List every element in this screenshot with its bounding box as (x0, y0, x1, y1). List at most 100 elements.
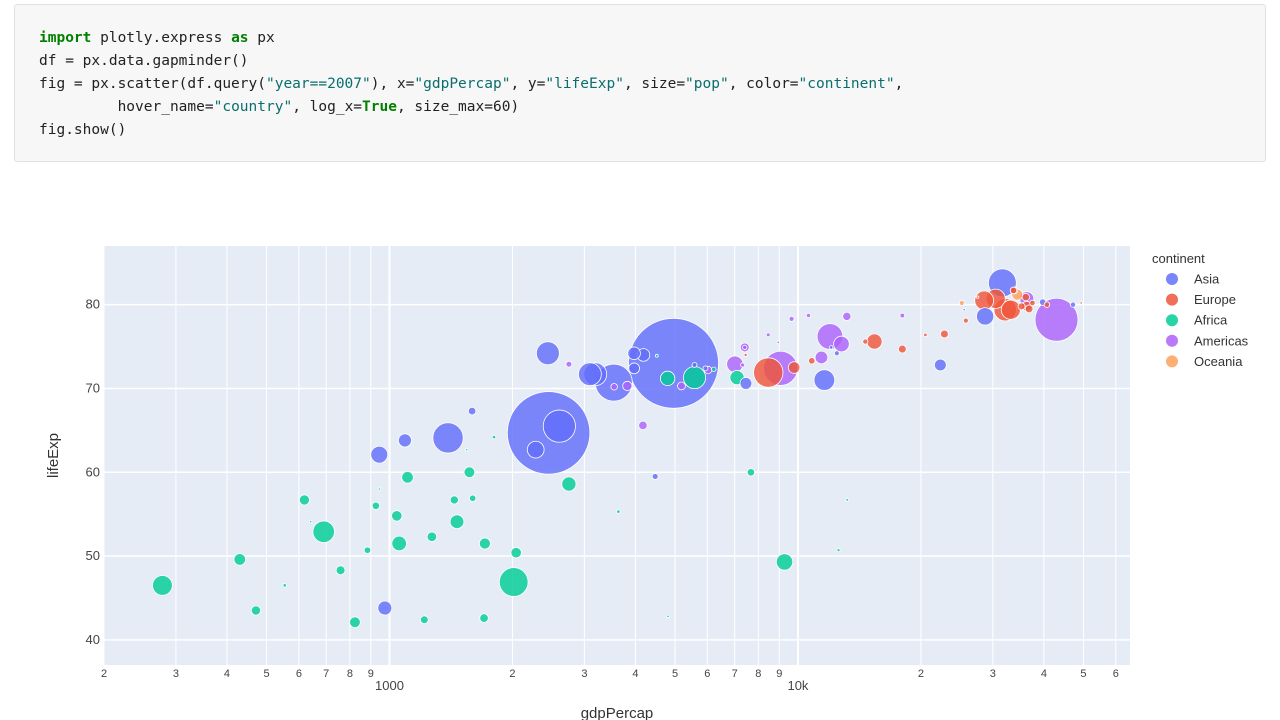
legend-item-africa[interactable]: Africa (1166, 313, 1228, 328)
marker-africa[interactable] (666, 614, 670, 619)
marker-africa[interactable] (654, 353, 659, 358)
marker-americas[interactable] (622, 380, 633, 391)
marker-americas[interactable] (742, 344, 748, 350)
legend-item-europe[interactable]: Europe (1166, 292, 1236, 307)
marker-oceania[interactable] (958, 300, 965, 306)
marker-africa[interactable] (377, 487, 382, 491)
marker-americas[interactable] (565, 360, 573, 368)
marker-africa[interactable] (616, 509, 621, 514)
marker-asia[interactable] (976, 307, 995, 326)
marker-africa[interactable] (478, 537, 491, 550)
marker-asia[interactable] (739, 377, 753, 390)
marker-africa[interactable] (233, 553, 247, 566)
marker-africa[interactable] (349, 616, 361, 629)
marker-asia[interactable] (962, 308, 966, 312)
marker-africa[interactable] (468, 494, 477, 502)
marker-asia[interactable] (813, 369, 836, 391)
marker-europe[interactable] (940, 329, 949, 339)
marker-asia[interactable] (377, 600, 393, 616)
marker-asia[interactable] (833, 350, 840, 357)
legend-item-asia[interactable]: Asia (1166, 272, 1220, 287)
legend-item-americas[interactable]: Americas (1166, 333, 1249, 348)
marker-asia[interactable] (651, 473, 659, 480)
marker-africa[interactable] (420, 615, 429, 625)
marker-americas[interactable] (776, 340, 780, 345)
marker-africa[interactable] (391, 535, 407, 552)
marker-europe[interactable] (866, 333, 883, 350)
legend-item-oceania[interactable]: Oceania (1166, 354, 1243, 369)
marker-europe[interactable] (1043, 301, 1051, 308)
marker-asia[interactable] (627, 346, 641, 360)
marker-americas[interactable] (833, 335, 850, 353)
marker-americas[interactable] (842, 311, 852, 321)
marker-asia[interactable] (828, 345, 834, 350)
marker-europe[interactable] (1017, 302, 1026, 311)
marker-europe[interactable] (1009, 286, 1018, 295)
marker-europe[interactable] (897, 344, 907, 354)
marker-americas[interactable] (765, 332, 771, 338)
marker-africa[interactable] (683, 366, 706, 390)
marker-americas[interactable] (1034, 297, 1079, 342)
marker-africa[interactable] (746, 468, 756, 477)
marker-asia[interactable] (432, 422, 464, 454)
marker-asia[interactable] (370, 445, 389, 464)
marker-asia[interactable] (467, 406, 477, 416)
marker-asia[interactable] (691, 362, 698, 368)
marker-europe[interactable] (1029, 299, 1036, 307)
marker-europe[interactable] (753, 357, 784, 388)
marker-europe[interactable] (976, 295, 980, 299)
marker-africa[interactable] (391, 510, 403, 522)
marker-asia[interactable] (1069, 301, 1077, 308)
marker-africa[interactable] (449, 495, 459, 505)
marker-africa[interactable] (845, 498, 850, 502)
marker-asia[interactable] (628, 317, 719, 409)
marker-asia[interactable] (526, 440, 545, 459)
marker-africa[interactable] (711, 366, 717, 372)
marker-asia[interactable] (535, 341, 560, 366)
marker-europe[interactable] (787, 361, 801, 374)
marker-africa[interactable] (152, 575, 173, 596)
marker-asia[interactable] (628, 362, 640, 375)
markers-layer[interactable] (152, 268, 1083, 629)
marker-europe[interactable] (808, 357, 816, 365)
marker-europe[interactable] (1079, 301, 1083, 305)
marker-africa[interactable] (363, 546, 372, 554)
marker-africa[interactable] (498, 567, 529, 597)
marker-europe[interactable] (1000, 299, 1021, 320)
marker-americas[interactable] (814, 350, 829, 365)
marker-africa[interactable] (312, 520, 335, 543)
marker-europe[interactable] (1024, 304, 1034, 314)
marker-europe[interactable] (974, 290, 995, 311)
marker-asia[interactable] (578, 362, 602, 387)
marker-africa[interactable] (282, 583, 287, 588)
marker-europe[interactable] (962, 317, 969, 324)
marker-africa[interactable] (449, 514, 465, 530)
legend[interactable]: continent Asia Europe Africa Americas Oceani… (1152, 251, 1249, 369)
marker-africa[interactable] (426, 531, 438, 542)
marker-africa[interactable] (335, 565, 346, 576)
marker-americas[interactable] (610, 383, 618, 391)
marker-asia[interactable] (702, 365, 709, 372)
marker-africa[interactable] (298, 494, 310, 506)
marker-africa[interactable] (465, 448, 469, 452)
marker-africa[interactable] (491, 434, 497, 440)
marker-asia[interactable] (397, 433, 412, 448)
marker-europe[interactable] (862, 338, 869, 345)
marker-europe[interactable] (923, 332, 928, 337)
marker-americas[interactable] (899, 312, 906, 319)
marker-europe[interactable] (743, 352, 748, 357)
marker-americas[interactable] (677, 381, 686, 391)
marker-africa[interactable] (371, 501, 380, 510)
marker-americas[interactable] (805, 313, 812, 319)
marker-africa[interactable] (401, 471, 414, 484)
marker-europe[interactable] (1021, 292, 1030, 302)
marker-africa[interactable] (479, 613, 489, 623)
marker-africa[interactable] (250, 605, 261, 616)
marker-africa[interactable] (561, 476, 577, 492)
marker-asia[interactable] (934, 358, 947, 372)
marker-africa[interactable] (309, 520, 313, 524)
marker-asia[interactable] (542, 409, 576, 443)
marker-americas[interactable] (788, 315, 795, 322)
marker-africa[interactable] (660, 370, 676, 387)
marker-americas[interactable] (638, 420, 648, 431)
